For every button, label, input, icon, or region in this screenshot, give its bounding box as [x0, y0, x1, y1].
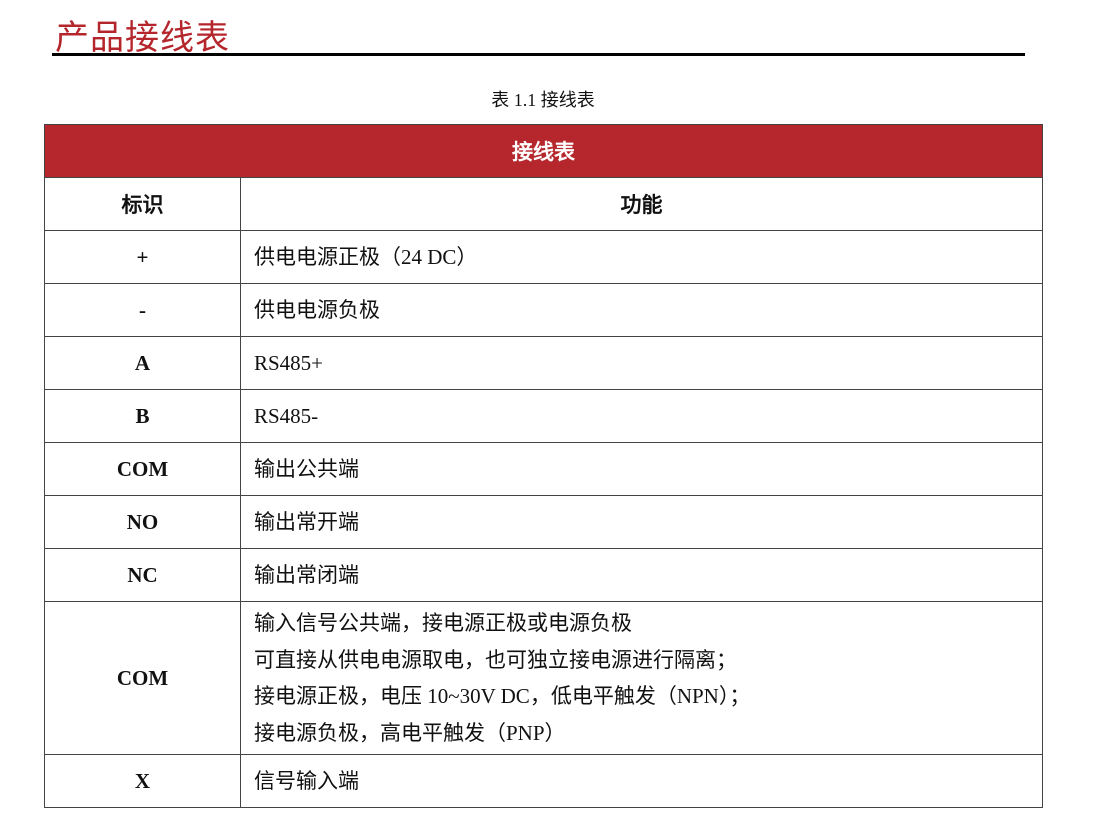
function-line: 接电源正极，电压 10~30V DC，低电平触发（NPN）；: [254, 684, 751, 708]
terminal-function: 供电电源正极（24 DC）: [240, 230, 1043, 284]
terminal-id: X: [44, 754, 241, 808]
function-line: 信号输入端: [254, 768, 359, 793]
terminal-id: NC: [44, 548, 241, 602]
table-row: B RS485-: [44, 389, 1043, 443]
table-caption: 表 1.1 接线表: [491, 90, 595, 110]
terminal-id: NO: [44, 495, 241, 549]
terminal-id: A: [44, 336, 241, 390]
terminal-function: 供电电源负极: [240, 283, 1043, 337]
column-header-id: 标识: [44, 177, 241, 231]
table-row: COM 输入信号公共端，接电源正极或电源负极 可直接从供电电源取电，也可独立接电源进…: [44, 601, 1043, 755]
terminal-function: RS485+: [240, 336, 1043, 390]
function-line: 可直接从供电电源取电，也可独立接电源进行隔离；: [254, 647, 737, 672]
column-header-function: 功能: [240, 177, 1043, 231]
terminal-id: B: [44, 389, 241, 443]
terminal-id: COM: [44, 601, 241, 755]
terminal-function: 输出常开端: [240, 495, 1043, 549]
table-row: + 供电电源正极（24 DC）: [44, 230, 1043, 284]
terminal-function: 输出公共端: [240, 442, 1043, 496]
terminal-function: 输出常闭端: [240, 548, 1043, 602]
function-line: 供电电源负极: [254, 297, 380, 322]
table-row: NO 输出常开端: [44, 495, 1043, 549]
table-row: X 信号输入端: [44, 754, 1043, 808]
function-line: RS485+: [254, 350, 324, 375]
terminal-id: +: [44, 230, 241, 284]
function-line: RS485-: [254, 403, 319, 428]
function-line: 输出常开端: [254, 509, 359, 534]
function-line: 输出常闭端: [254, 562, 359, 587]
title-divider: [52, 53, 1025, 56]
function-line: 输入信号公共端，接电源正极或电源负极: [254, 611, 632, 635]
terminal-id: COM: [44, 442, 241, 496]
terminal-function: RS485-: [240, 389, 1043, 443]
function-line: 接电源负极，高电平触发（PNP）: [254, 720, 566, 745]
function-line: 输出公共端: [254, 456, 359, 481]
wiring-table: 接线表 标识 功能 + 供电电源正极（24 DC） - 供电电源负极 A RS485+ B R…: [44, 124, 1043, 808]
table-title: 接线表: [44, 124, 1043, 178]
table-row: NC 输出常闭端: [44, 548, 1043, 602]
section-title: 产品接线表: [55, 20, 230, 57]
terminal-id: -: [44, 283, 241, 337]
function-line: 供电电源正极（24 DC）: [254, 244, 478, 269]
table-row: A RS485+: [44, 336, 1043, 390]
table-row: COM 输出公共端: [44, 442, 1043, 496]
terminal-function: 信号输入端: [240, 754, 1043, 808]
table-row: - 供电电源负极: [44, 283, 1043, 337]
terminal-function: 输入信号公共端，接电源正极或电源负极可直接从供电电源取电，也可独立接电源进行隔离…: [240, 601, 1043, 755]
